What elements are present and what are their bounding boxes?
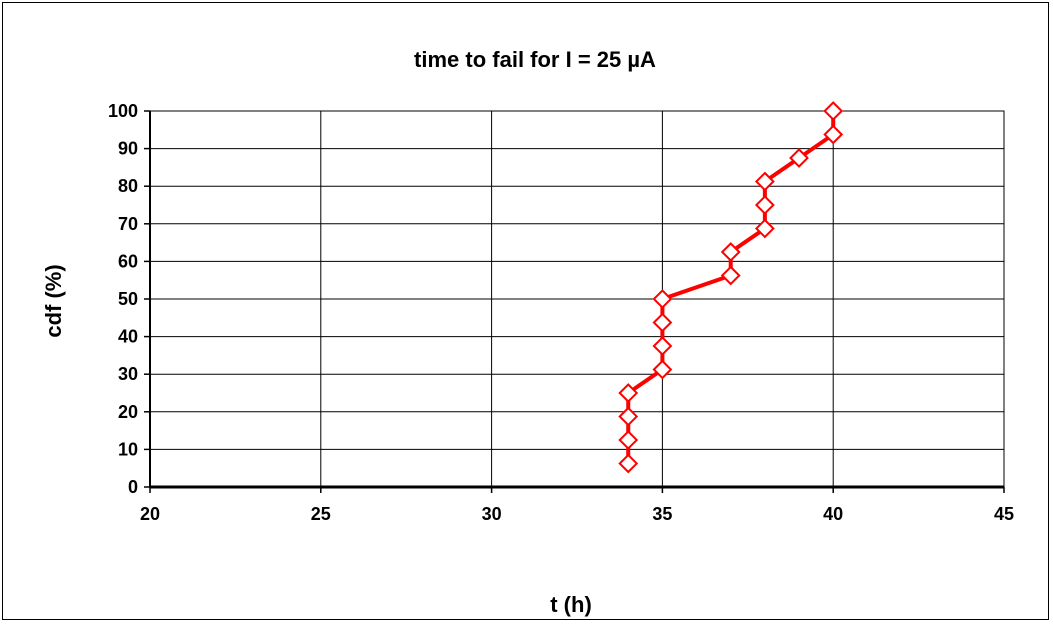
data-point-marker [652, 312, 673, 333]
y-axis-label: cdf (%) [41, 264, 66, 337]
y-tick-label: 90 [118, 139, 138, 159]
x-tick-label: 40 [823, 504, 843, 524]
axes [144, 110, 1005, 493]
data-point-marker [652, 336, 673, 356]
y-tick-label: 0 [128, 477, 138, 497]
y-tick-label: 10 [118, 439, 138, 459]
data-point-marker [754, 218, 775, 239]
data-point-marker [618, 430, 639, 450]
tick-labels: 0 10 20 30 40 50 60 70 80 90 100 20 25 30 35 40 45 [108, 101, 1014, 524]
data-point-marker [720, 265, 741, 286]
x-tick-label: 35 [652, 504, 672, 524]
chart-svg: time to fail for I = 25 µA 0 10 20 30 40 50 60… [41, 47, 1014, 617]
x-axis-label: t (h) [550, 592, 592, 617]
y-tick-label: 30 [118, 364, 138, 384]
data-point-marker [754, 171, 775, 192]
series-line [626, 111, 836, 464]
series-group [618, 101, 844, 474]
data-point-marker [720, 242, 741, 262]
data-point-marker [754, 195, 775, 215]
grid [149, 110, 1005, 488]
y-tick-label: 20 [118, 402, 138, 422]
y-tick-label: 40 [118, 327, 138, 347]
data-point-marker [823, 101, 844, 121]
x-tick-label: 25 [311, 504, 331, 524]
y-tick-label: 80 [118, 176, 138, 196]
data-point-marker [823, 124, 844, 145]
y-tick-label: 60 [118, 251, 138, 271]
data-point-marker [652, 289, 673, 309]
data-point-marker [618, 453, 639, 474]
x-tick-label: 45 [994, 504, 1014, 524]
y-tick-label: 100 [108, 101, 138, 121]
y-tick-label: 70 [118, 214, 138, 234]
chart-title: time to fail for I = 25 µA [414, 47, 656, 72]
data-point-marker [618, 383, 639, 403]
y-tick-label: 50 [118, 289, 138, 309]
data-point-marker [618, 406, 639, 427]
data-point-marker [652, 359, 673, 380]
x-tick-label: 30 [482, 504, 502, 524]
x-tick-label: 20 [140, 504, 160, 524]
data-point-marker [789, 148, 809, 168]
